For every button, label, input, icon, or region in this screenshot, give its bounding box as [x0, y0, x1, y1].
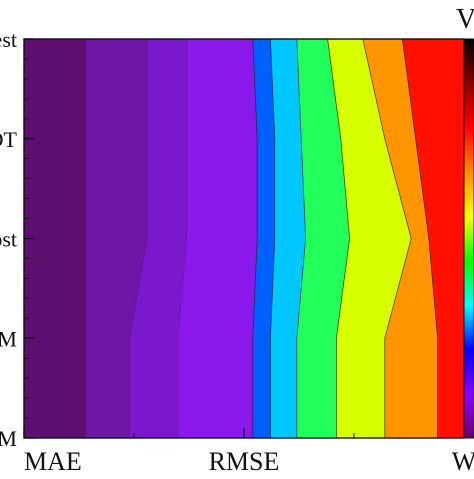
- contour-band-9: [362, 39, 438, 438]
- contour-band-4: [178, 39, 258, 438]
- y-axis-label-2: BDT: [0, 127, 18, 152]
- x-axis-label-wa: WA: [452, 447, 474, 474]
- colorbar: [463, 38, 474, 439]
- contour-line-2: [129, 39, 148, 438]
- y-axis-label-5: GBM: [0, 426, 17, 451]
- x-axis-label-mae: MAE: [24, 447, 82, 474]
- plot-area: [24, 39, 464, 438]
- x-axis-label-rmse: RMSE: [209, 447, 280, 474]
- contour-line-3: [177, 39, 188, 438]
- y-axis-label-3: Boost: [0, 227, 17, 252]
- contour-band-3: [129, 39, 187, 438]
- contour-line-5: [269, 39, 276, 438]
- contour-band-8: [327, 39, 412, 438]
- contour-line-4: [252, 39, 258, 438]
- contour-line-8: [362, 39, 412, 438]
- contour-line-9: [402, 39, 439, 438]
- y-axis-label-1: Forest: [0, 27, 17, 52]
- contour-lines: [85, 39, 439, 438]
- contour-band-1: [24, 39, 86, 438]
- contour-line-7: [327, 39, 351, 438]
- contour-line-6: [296, 39, 307, 438]
- contour-band-5: [252, 39, 275, 438]
- labels: Forest BDT Boost GBM GBM MAE RMSE WA: [0, 27, 474, 476]
- contour-band-10: [402, 39, 464, 438]
- contour-band-2: [85, 39, 148, 438]
- y-axis-label-4: GBM: [0, 326, 17, 351]
- legend-label: V: [456, 4, 474, 35]
